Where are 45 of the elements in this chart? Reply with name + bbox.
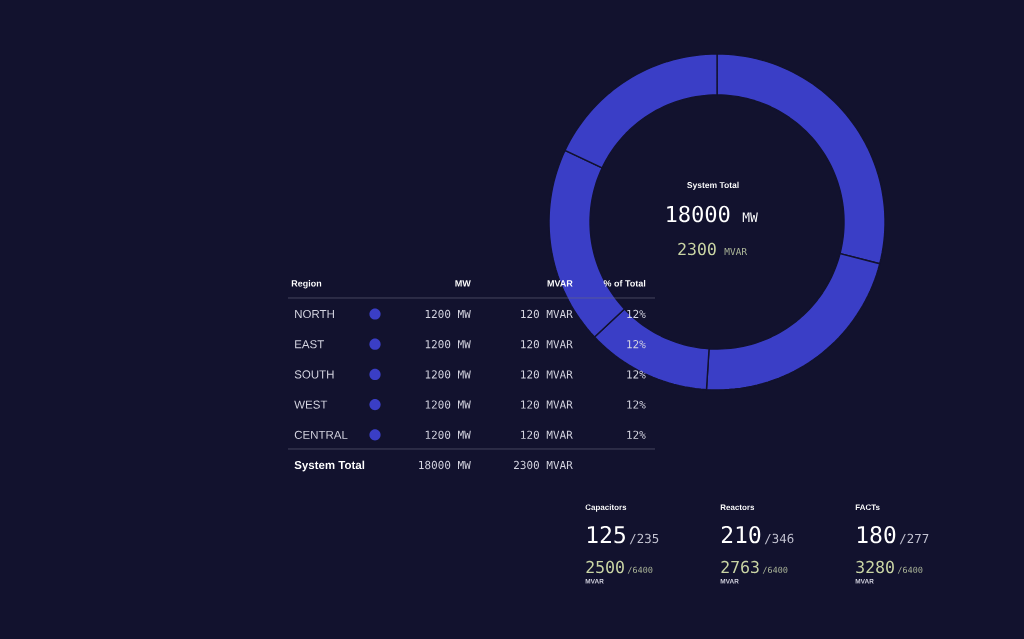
text: MW: [742, 212, 758, 222]
text: /235: [629, 533, 659, 545]
text: EAST: [295, 340, 324, 349]
text: 210: [721, 525, 761, 544]
text: 12%: [627, 370, 646, 379]
text: 12%: [627, 400, 646, 409]
text: /6400: [627, 566, 653, 574]
text: 2500: [586, 560, 624, 574]
text: /277: [899, 533, 929, 545]
text: 2300: [678, 242, 716, 256]
text: WEST: [294, 400, 328, 409]
text: 120 MVAR: [521, 340, 573, 349]
text: Capacitors: [585, 504, 627, 512]
text: 120 MVAR: [521, 370, 573, 379]
text: 180: [857, 525, 896, 544]
text: Reactors: [720, 504, 755, 511]
category-label: MW: [455, 280, 471, 287]
text: 18000 MW: [419, 460, 471, 470]
text: FACTs: [855, 504, 880, 511]
text: 3280: [856, 560, 894, 574]
text: 2763: [721, 560, 759, 574]
text: /6400: [897, 566, 923, 574]
text: 12%: [627, 430, 646, 439]
text: CENTRAL: [294, 430, 348, 439]
text: 1200 MW: [425, 370, 471, 379]
text: 1200 MW: [425, 400, 471, 409]
text: 2300 MVAR: [514, 460, 573, 470]
text: 12%: [627, 309, 646, 318]
text: /6400: [762, 566, 788, 574]
text: 125: [587, 525, 625, 544]
text: 120 MVAR: [521, 309, 573, 319]
text: System Total: [294, 460, 365, 472]
text: 12%: [627, 340, 646, 349]
text: NORTH: [295, 309, 334, 319]
text: 1200 MW: [425, 309, 471, 319]
text: System Total: [687, 181, 739, 190]
text: 1200 MW: [425, 430, 471, 439]
text: 120 MVAR: [521, 430, 573, 439]
category-label: Region: [291, 279, 322, 289]
text: 1200 MW: [425, 340, 471, 349]
text: SOUTH: [294, 370, 334, 379]
text: 120 MVAR: [521, 400, 573, 409]
text: MVAR: [724, 248, 748, 255]
text: 18000: [667, 205, 730, 223]
text: /346: [764, 533, 794, 545]
